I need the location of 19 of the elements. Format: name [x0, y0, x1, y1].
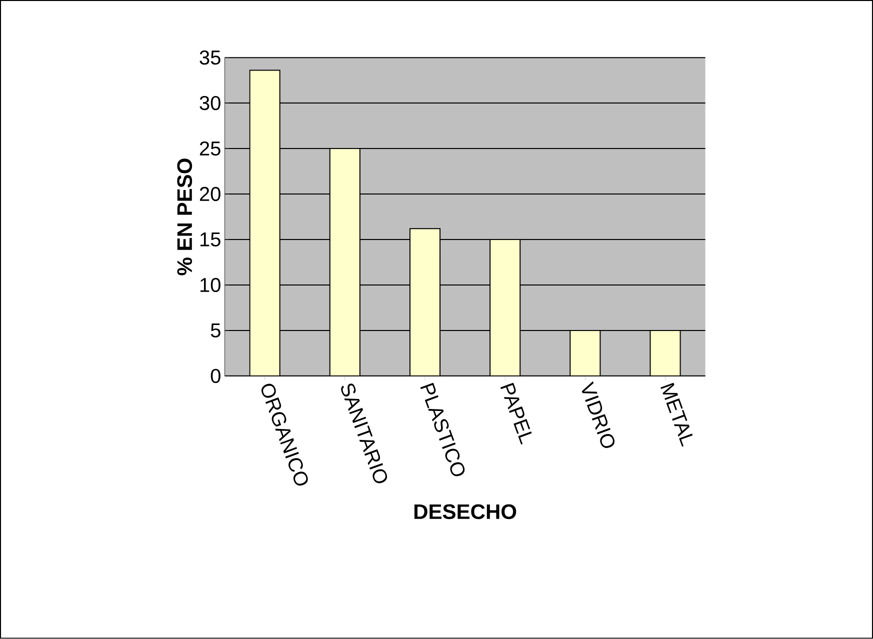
y-tick-label: 15 — [200, 232, 220, 247]
y-tick-label: 20 — [200, 187, 220, 202]
bar — [249, 70, 280, 376]
bar — [329, 148, 360, 376]
y-tick-label: 30 — [200, 96, 220, 110]
y-tick-label: 25 — [200, 142, 220, 156]
bar — [409, 228, 441, 376]
x-tick-label: PAPEL — [500, 382, 532, 445]
x-tick-label: VIDRIO — [582, 381, 614, 448]
y-tick-label: 0 — [210, 368, 220, 384]
y-axis-title: % EN PESO — [177, 158, 192, 276]
y-tick-label: 10 — [200, 278, 220, 292]
x-axis-title: DESECHO — [414, 504, 516, 520]
y-tick-label: 35 — [200, 50, 220, 65]
bar — [650, 330, 681, 376]
bar — [570, 330, 601, 376]
bar — [490, 239, 521, 376]
y-tick-label: 5 — [210, 324, 220, 338]
x-tick-label: METAL — [660, 382, 693, 447]
